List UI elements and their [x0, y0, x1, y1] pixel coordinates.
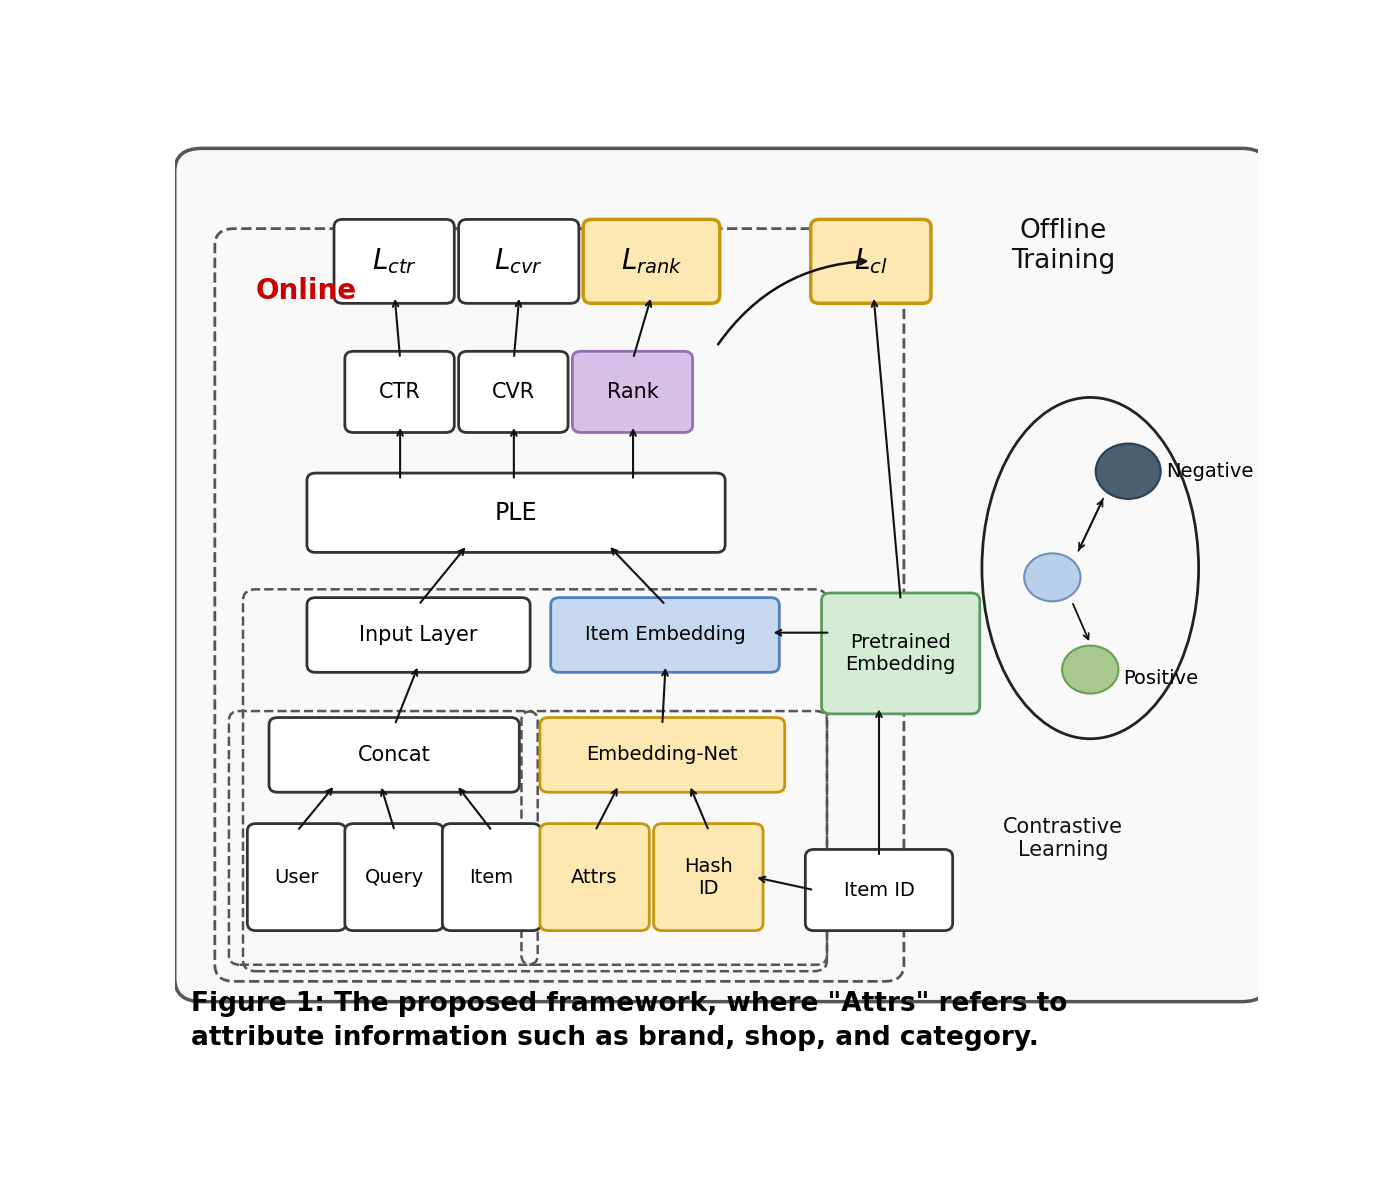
Text: PLE: PLE — [495, 501, 537, 525]
FancyBboxPatch shape — [247, 823, 345, 931]
Text: Negative: Negative — [1166, 461, 1254, 480]
Text: User: User — [274, 867, 319, 887]
FancyBboxPatch shape — [334, 219, 454, 303]
FancyBboxPatch shape — [459, 219, 579, 303]
Text: Offline
Training: Offline Training — [1011, 218, 1116, 273]
Circle shape — [1062, 646, 1118, 694]
Text: Query: Query — [365, 867, 424, 887]
FancyBboxPatch shape — [551, 598, 779, 672]
FancyBboxPatch shape — [583, 219, 720, 303]
FancyBboxPatch shape — [805, 849, 952, 931]
Circle shape — [1096, 443, 1160, 498]
FancyBboxPatch shape — [268, 718, 519, 792]
Text: Pretrained
Embedding: Pretrained Embedding — [846, 633, 956, 674]
Text: $L_{cvr}$: $L_{cvr}$ — [495, 247, 542, 277]
FancyBboxPatch shape — [345, 351, 454, 432]
FancyBboxPatch shape — [822, 593, 980, 714]
Text: Rank: Rank — [607, 382, 658, 401]
FancyBboxPatch shape — [308, 598, 530, 672]
FancyBboxPatch shape — [540, 823, 649, 931]
FancyBboxPatch shape — [442, 823, 541, 931]
Text: Concat: Concat — [358, 745, 431, 764]
Text: $L_{rank}$: $L_{rank}$ — [621, 247, 682, 277]
FancyBboxPatch shape — [572, 351, 692, 432]
FancyBboxPatch shape — [459, 351, 568, 432]
Text: $L_{ctr}$: $L_{ctr}$ — [372, 247, 417, 277]
Text: $L_{cl}$: $L_{cl}$ — [854, 247, 888, 277]
Text: CVR: CVR — [492, 382, 535, 401]
Text: Item ID: Item ID — [843, 881, 914, 900]
Text: Item: Item — [470, 867, 513, 887]
Text: Embedding-Net: Embedding-Net — [587, 745, 738, 764]
Text: Figure 1: The proposed framework, where "Attrs" refers to
attribute information : Figure 1: The proposed framework, where … — [192, 991, 1068, 1051]
Text: Attrs: Attrs — [572, 867, 618, 887]
FancyBboxPatch shape — [175, 149, 1269, 1002]
Text: Item Embedding: Item Embedding — [584, 625, 745, 645]
FancyBboxPatch shape — [654, 823, 763, 931]
Text: Online: Online — [256, 278, 356, 305]
Text: CTR: CTR — [379, 382, 421, 401]
Text: Contrastive
Learning: Contrastive Learning — [1004, 817, 1123, 860]
FancyBboxPatch shape — [308, 473, 726, 552]
Text: Input Layer: Input Layer — [359, 625, 478, 645]
FancyBboxPatch shape — [540, 718, 784, 792]
Text: Positive: Positive — [1123, 670, 1198, 689]
FancyBboxPatch shape — [811, 219, 931, 303]
Circle shape — [1025, 553, 1081, 601]
FancyBboxPatch shape — [345, 823, 443, 931]
Text: Hash
ID: Hash ID — [684, 857, 733, 897]
